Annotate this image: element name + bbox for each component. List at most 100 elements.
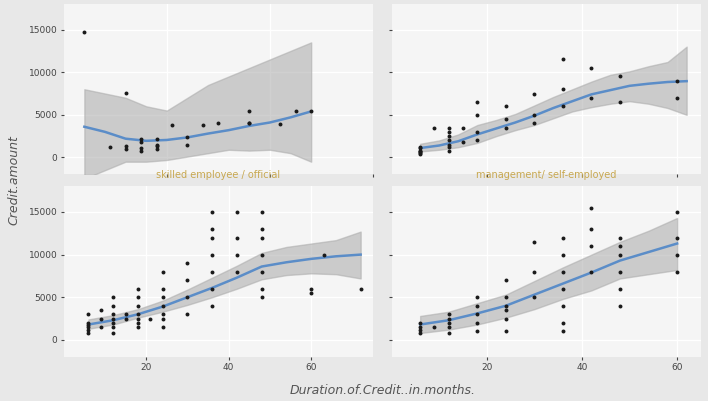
Text: skilled employee / official: skilled employee / official	[156, 170, 280, 180]
Point	[95, 307, 106, 313]
Point	[500, 302, 511, 309]
Point	[414, 148, 426, 154]
Point	[135, 148, 147, 154]
Point	[615, 286, 626, 292]
Point	[586, 95, 597, 101]
Point	[355, 286, 366, 292]
Point	[120, 143, 131, 150]
Point	[232, 268, 243, 275]
Point	[83, 311, 94, 318]
Point	[529, 111, 540, 118]
Point	[108, 315, 119, 322]
Point	[671, 77, 683, 84]
Point	[671, 268, 683, 275]
Point	[586, 243, 597, 249]
Point	[500, 124, 511, 131]
Point	[232, 234, 243, 241]
Point	[120, 146, 131, 152]
Point	[256, 251, 268, 258]
Point	[182, 260, 193, 266]
Point	[135, 145, 147, 151]
Point	[472, 311, 483, 318]
Point	[207, 286, 218, 292]
Point	[79, 29, 90, 35]
Point	[443, 330, 455, 336]
Point	[443, 144, 455, 150]
Point	[318, 251, 329, 258]
Point	[457, 124, 469, 131]
Point	[443, 137, 455, 144]
Point	[157, 294, 169, 300]
Point	[671, 209, 683, 215]
Point	[615, 251, 626, 258]
Point	[472, 129, 483, 135]
Point	[83, 324, 94, 330]
Point	[207, 302, 218, 309]
Point	[500, 103, 511, 109]
Point	[500, 294, 511, 300]
Point	[615, 99, 626, 105]
Point	[256, 268, 268, 275]
Point	[83, 330, 94, 336]
Point	[151, 136, 162, 142]
Point	[207, 251, 218, 258]
Point	[232, 251, 243, 258]
Point	[615, 243, 626, 249]
Point	[244, 108, 255, 115]
Point	[586, 268, 597, 275]
Point	[108, 311, 119, 318]
Point	[557, 302, 569, 309]
Point	[557, 320, 569, 326]
Point	[135, 136, 147, 142]
Point	[120, 315, 131, 322]
Point	[132, 302, 144, 309]
Point	[157, 286, 169, 292]
Point	[151, 142, 162, 148]
Point	[182, 294, 193, 300]
Point	[472, 320, 483, 326]
Point	[414, 145, 426, 151]
Point	[500, 277, 511, 284]
Point	[472, 137, 483, 144]
Point	[132, 324, 144, 330]
Point	[182, 134, 193, 140]
Point	[557, 234, 569, 241]
Point	[256, 234, 268, 241]
Point	[671, 251, 683, 258]
Point	[108, 294, 119, 300]
Point	[557, 286, 569, 292]
Point	[529, 294, 540, 300]
Point	[256, 209, 268, 215]
Point	[414, 148, 426, 155]
Point	[443, 129, 455, 135]
Point	[108, 320, 119, 326]
Point	[157, 315, 169, 322]
Point	[443, 324, 455, 330]
Point	[557, 251, 569, 258]
Point	[306, 108, 317, 115]
Point	[151, 142, 162, 149]
Point	[166, 122, 178, 128]
Point	[586, 205, 597, 211]
Point	[615, 234, 626, 241]
Point	[586, 65, 597, 71]
Point	[256, 226, 268, 232]
Point	[414, 330, 426, 336]
Point	[557, 56, 569, 63]
Point	[472, 328, 483, 334]
Point	[290, 108, 302, 115]
Point	[414, 150, 426, 156]
Point	[472, 294, 483, 300]
Point	[529, 268, 540, 275]
Point	[306, 286, 317, 292]
Point	[443, 124, 455, 131]
Point	[95, 324, 106, 330]
Point	[244, 120, 255, 127]
Point	[414, 151, 426, 157]
Point	[207, 209, 218, 215]
Point	[157, 311, 169, 318]
Point	[135, 139, 147, 145]
Point	[472, 302, 483, 309]
Point	[120, 311, 131, 318]
Point	[232, 209, 243, 215]
